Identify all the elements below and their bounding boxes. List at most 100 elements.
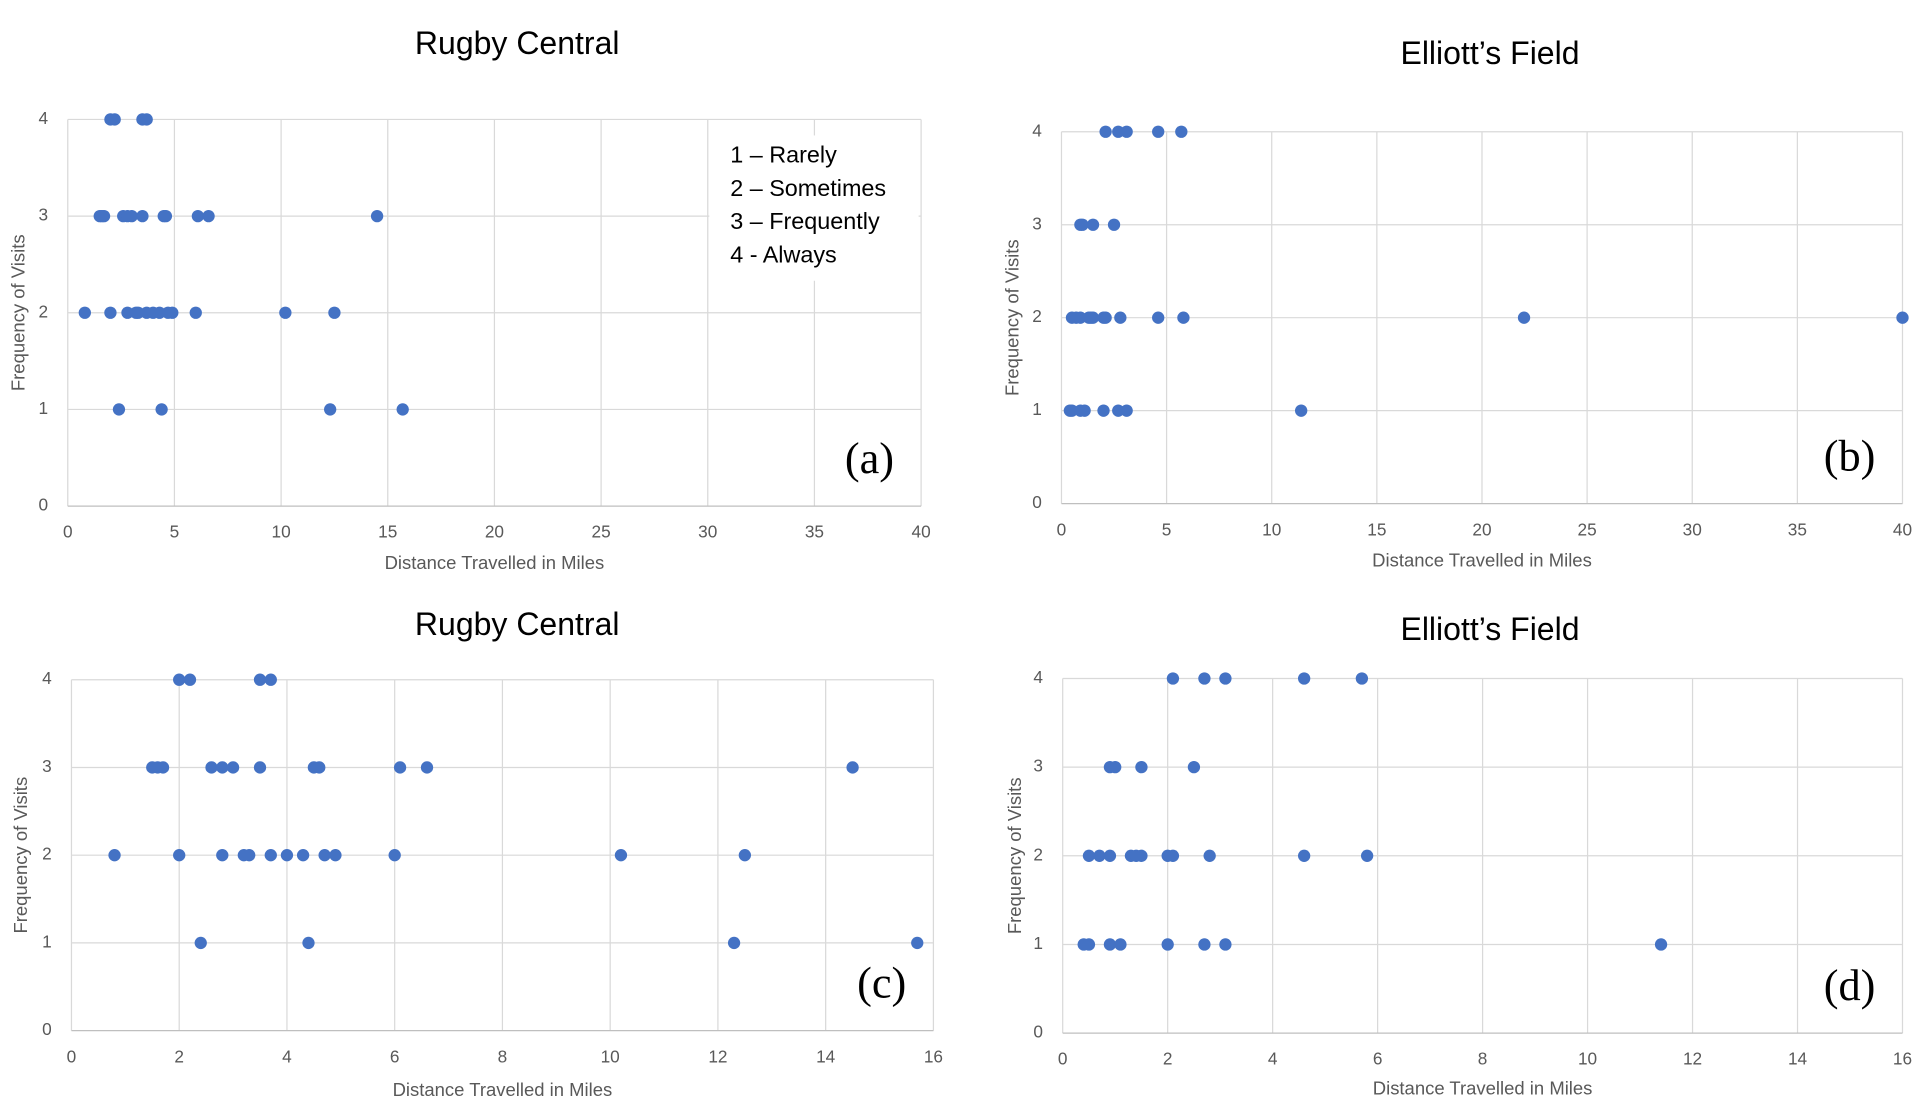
x-tick-label: 30 <box>1683 519 1702 539</box>
data-point <box>1107 218 1121 231</box>
x-tick-label: 6 <box>390 1046 400 1066</box>
data-point <box>226 761 240 774</box>
x-tick-label: 25 <box>592 522 611 542</box>
x-tick-label: 0 <box>1057 519 1067 539</box>
y-tick-label: 2 <box>38 301 48 321</box>
data-point <box>279 306 292 319</box>
annotation: 1 – Rarely <box>730 142 837 168</box>
data-point <box>280 849 294 862</box>
x-tick-label: 20 <box>1472 519 1491 539</box>
data-point <box>125 209 138 223</box>
y-tick-label: 1 <box>1033 933 1043 953</box>
x-tick-label: 40 <box>1893 519 1912 539</box>
annotation: 2 – Sometimes <box>730 175 886 201</box>
x-tick-label: 0 <box>67 1046 77 1066</box>
data-point <box>1654 938 1668 951</box>
x-tick-label: 40 <box>912 522 931 542</box>
data-point <box>1295 404 1308 417</box>
x-axis-label: Distance Travelled in Miles <box>1373 1078 1593 1099</box>
data-point <box>1161 938 1174 951</box>
chart-title: Rugby Central <box>415 25 620 61</box>
data-point <box>97 209 111 223</box>
data-point <box>1135 760 1148 774</box>
data-point <box>1152 311 1165 324</box>
data-point <box>1082 849 1096 862</box>
x-tick-label: 5 <box>1162 519 1172 539</box>
data-point <box>1120 125 1133 138</box>
data-point <box>173 849 186 862</box>
data-point <box>216 761 229 774</box>
data-point <box>1360 849 1374 862</box>
panel-label: (d) <box>1824 961 1876 1010</box>
y-tick-label: 4 <box>38 108 48 128</box>
data-point <box>194 936 207 950</box>
data-point <box>132 306 145 319</box>
data-point <box>614 849 628 862</box>
data-point <box>738 849 752 862</box>
x-tick-label: 4 <box>1268 1049 1278 1069</box>
legend-box <box>709 135 919 281</box>
chart-title: Rugby Central <box>415 606 620 642</box>
y-tick-label: 0 <box>1033 1022 1043 1042</box>
data-point <box>1896 311 1909 324</box>
data-point <box>173 673 186 686</box>
y-tick-label: 1 <box>38 398 48 418</box>
x-tick-label: 8 <box>498 1046 508 1066</box>
data-point <box>216 849 229 862</box>
data-point <box>108 849 121 862</box>
data-point <box>1086 218 1100 231</box>
x-tick-label: 10 <box>601 1046 620 1066</box>
data-point <box>1297 672 1311 685</box>
data-point <box>136 209 149 223</box>
data-point <box>846 761 859 774</box>
data-point <box>155 403 168 416</box>
data-point <box>253 761 267 774</box>
x-tick-label: 10 <box>1578 1049 1597 1069</box>
y-tick-label: 4 <box>42 668 52 688</box>
data-point <box>1187 760 1201 774</box>
chart: 0 5 10 15 20 25 30 35 40 0 1 2 3 4 Elliott’s Field Dist… <box>1001 35 1912 571</box>
y-tick-label: 1 <box>1032 399 1042 419</box>
y-axis-label: Frequency of Visits <box>8 234 29 391</box>
data-point <box>191 209 205 223</box>
y-tick-label: 3 <box>1032 213 1042 233</box>
data-point <box>1103 849 1117 862</box>
data-point <box>393 761 407 774</box>
annotation: 4 - Always <box>730 241 837 267</box>
data-point <box>1114 311 1127 324</box>
x-tick-label: 10 <box>1262 519 1281 539</box>
x-tick-label: 14 <box>1788 1049 1808 1069</box>
data-point <box>388 849 401 862</box>
data-point <box>1175 125 1188 138</box>
data-point <box>1078 404 1091 417</box>
data-point <box>1099 311 1112 324</box>
data-point <box>189 306 202 319</box>
x-tick-label: 16 <box>924 1046 943 1066</box>
data-point <box>1219 938 1232 951</box>
x-tick-label: 5 <box>170 522 180 542</box>
data-point <box>1177 311 1190 324</box>
data-point <box>329 849 342 862</box>
y-tick-label: 4 <box>1032 120 1042 140</box>
data-point <box>112 403 126 416</box>
y-tick-label: 1 <box>42 931 52 951</box>
data-point <box>296 849 310 862</box>
y-tick-label: 0 <box>1032 492 1042 512</box>
y-axis-label: Frequency of Visits <box>1001 239 1022 396</box>
x-axis-label: Distance Travelled in Miles <box>385 552 605 573</box>
data-point <box>166 306 179 319</box>
data-point <box>243 849 256 862</box>
data-point <box>78 306 91 319</box>
y-axis-label: Frequency of Visits <box>1004 777 1025 934</box>
data-point <box>1517 311 1531 324</box>
data-point <box>1082 938 1096 951</box>
x-tick-label: 10 <box>272 522 291 542</box>
data-point <box>1198 672 1211 685</box>
y-axis-label: Frequency of Visits <box>10 777 31 934</box>
x-tick-label: 0 <box>63 522 73 542</box>
data-point <box>1076 218 1089 231</box>
data-point <box>1203 849 1216 862</box>
data-point <box>1166 849 1180 862</box>
y-tick-label: 0 <box>42 1019 52 1039</box>
